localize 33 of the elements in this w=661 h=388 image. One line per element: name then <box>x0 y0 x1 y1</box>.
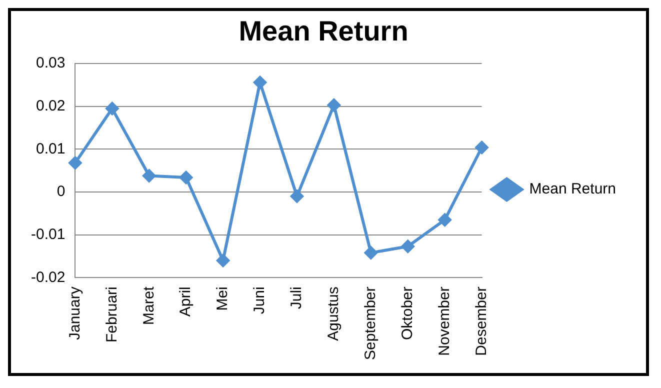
x-tick-label: Maret <box>140 286 158 325</box>
point <box>180 170 193 184</box>
y-tick-label: 0.01 <box>36 140 66 158</box>
point <box>401 240 414 253</box>
y-tick-label: -0.01 <box>30 226 66 243</box>
point <box>364 246 378 260</box>
x-tick-label: September <box>362 286 380 360</box>
x-tick-label: Juni <box>251 286 268 314</box>
y-tick-label: 0.03 <box>36 54 66 72</box>
x-tick-label: Oktober <box>399 286 416 340</box>
point <box>142 169 156 182</box>
point <box>68 156 82 170</box>
x-tick-label: Mei <box>214 286 232 311</box>
point <box>290 190 304 203</box>
x-tick-label: April <box>177 286 194 317</box>
y-tick-label: -0.02 <box>30 268 66 286</box>
y-tick-label: 0 <box>56 183 66 200</box>
point <box>106 102 119 116</box>
point <box>475 141 488 154</box>
x-tick-label: Agustus <box>325 286 342 341</box>
x-tick-label: Juli <box>288 286 306 310</box>
x-tick-label: Desember <box>472 286 490 356</box>
chart-frame: Mean Return Mean Return January Februari Maret April Mei Juni Juli Agustus September Oktober November Desember -0.02 -0.01 0 0.01 0.02 0.03 <box>8 8 649 376</box>
chart-title: Mean Return <box>238 16 408 47</box>
point <box>438 213 452 226</box>
x-tick-label: January <box>66 286 84 340</box>
point <box>254 76 267 89</box>
point <box>327 98 340 112</box>
y-tick-label: 0.02 <box>36 98 66 115</box>
point <box>216 254 230 268</box>
legend-label: Mean Return <box>529 180 616 198</box>
x-tick-label: Februari <box>103 286 120 342</box>
x-tick-label: November <box>436 286 453 356</box>
